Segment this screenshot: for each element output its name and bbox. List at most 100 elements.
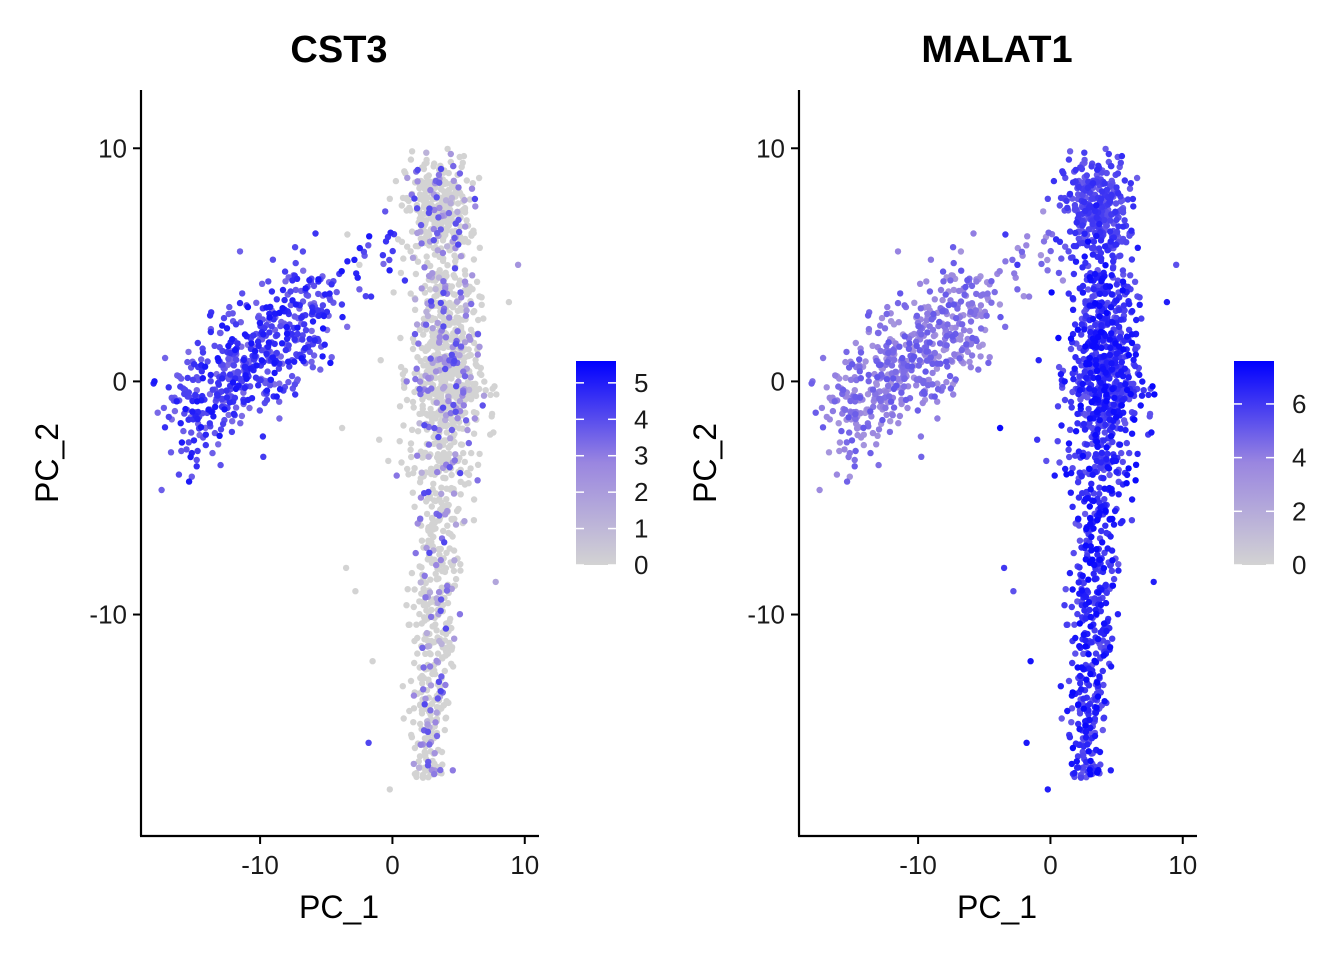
data-point — [877, 322, 884, 329]
data-point — [382, 208, 389, 215]
data-point — [1109, 385, 1116, 393]
data-point — [1123, 480, 1130, 487]
data-point — [418, 285, 425, 292]
data-point — [420, 664, 427, 671]
data-point — [860, 441, 867, 449]
data-point — [945, 301, 952, 309]
data-point — [1082, 637, 1089, 644]
data-point — [204, 358, 211, 365]
data-point — [291, 336, 298, 343]
colorbar-label: 4 — [1292, 443, 1306, 473]
data-point — [1103, 359, 1110, 366]
data-point — [398, 459, 405, 466]
data-point — [1065, 156, 1073, 163]
data-point — [354, 274, 361, 281]
data-point — [452, 521, 460, 528]
data-point — [411, 370, 418, 377]
data-point — [451, 252, 458, 259]
data-point — [403, 396, 411, 404]
data-point — [1068, 404, 1075, 411]
data-point — [848, 437, 856, 444]
data-point — [1098, 344, 1105, 352]
data-point — [206, 420, 213, 427]
data-point — [161, 354, 169, 362]
data-point — [959, 321, 966, 328]
data-point — [461, 278, 469, 285]
x-tick-label: -10 — [899, 850, 937, 880]
data-point — [244, 303, 252, 311]
data-point — [452, 451, 459, 458]
data-point — [1093, 214, 1100, 221]
data-point — [1114, 611, 1122, 618]
data-point — [1076, 672, 1084, 680]
data-point — [219, 420, 227, 428]
data-point — [194, 447, 201, 455]
data-point — [418, 710, 426, 717]
data-point — [292, 301, 300, 308]
data-point — [216, 432, 223, 439]
data-point — [185, 416, 192, 423]
data-point — [1098, 255, 1105, 262]
data-point — [437, 688, 444, 695]
data-point — [915, 362, 922, 369]
data-point — [385, 457, 392, 465]
data-point — [1085, 226, 1093, 233]
data-point — [342, 564, 350, 572]
data-point — [1131, 410, 1138, 417]
data-point — [173, 398, 180, 405]
data-point — [267, 376, 275, 383]
data-point — [1078, 331, 1085, 338]
data-point — [838, 427, 845, 435]
data-point — [1134, 244, 1142, 251]
data-point — [414, 428, 422, 435]
x-tick-label: 0 — [1043, 850, 1057, 880]
data-point — [1083, 172, 1091, 179]
data-point — [457, 289, 464, 296]
data-point — [250, 332, 257, 339]
data-point — [929, 369, 936, 377]
data-point — [302, 327, 310, 334]
data-point — [475, 316, 482, 324]
data-point — [469, 180, 476, 187]
data-point — [432, 570, 439, 577]
data-point — [393, 472, 400, 479]
data-point — [841, 446, 848, 453]
data-point — [934, 386, 942, 393]
data-point — [444, 582, 451, 590]
data-point — [867, 449, 874, 457]
data-point — [411, 744, 419, 752]
data-point — [1096, 556, 1104, 563]
data-point — [226, 303, 233, 311]
data-point — [306, 335, 313, 343]
data-point — [884, 303, 891, 311]
data-point — [913, 376, 920, 383]
data-point — [458, 441, 466, 448]
data-point — [1113, 468, 1120, 476]
data-point — [1085, 286, 1092, 293]
data-point — [926, 339, 933, 346]
data-point — [1091, 627, 1098, 634]
data-point — [1113, 413, 1120, 421]
data-point — [458, 333, 466, 341]
data-point — [436, 333, 443, 341]
data-point — [214, 355, 221, 362]
data-point — [962, 283, 969, 291]
data-point — [1068, 719, 1075, 726]
data-point — [1108, 567, 1116, 575]
data-point — [1058, 715, 1065, 722]
data-point — [263, 387, 271, 394]
data-point — [1063, 197, 1070, 204]
data-point — [1132, 346, 1139, 353]
data-point — [1123, 386, 1131, 394]
data-point — [421, 422, 428, 429]
data-point — [432, 490, 439, 497]
data-point — [423, 230, 430, 237]
x-tick-label: 0 — [385, 850, 399, 880]
colorbar-label: 4 — [634, 404, 648, 434]
data-point — [232, 385, 240, 393]
data-point — [411, 330, 419, 338]
data-point — [1078, 686, 1085, 693]
colorbar-gradient — [1234, 361, 1274, 565]
data-point — [425, 374, 432, 381]
data-point — [309, 318, 317, 325]
